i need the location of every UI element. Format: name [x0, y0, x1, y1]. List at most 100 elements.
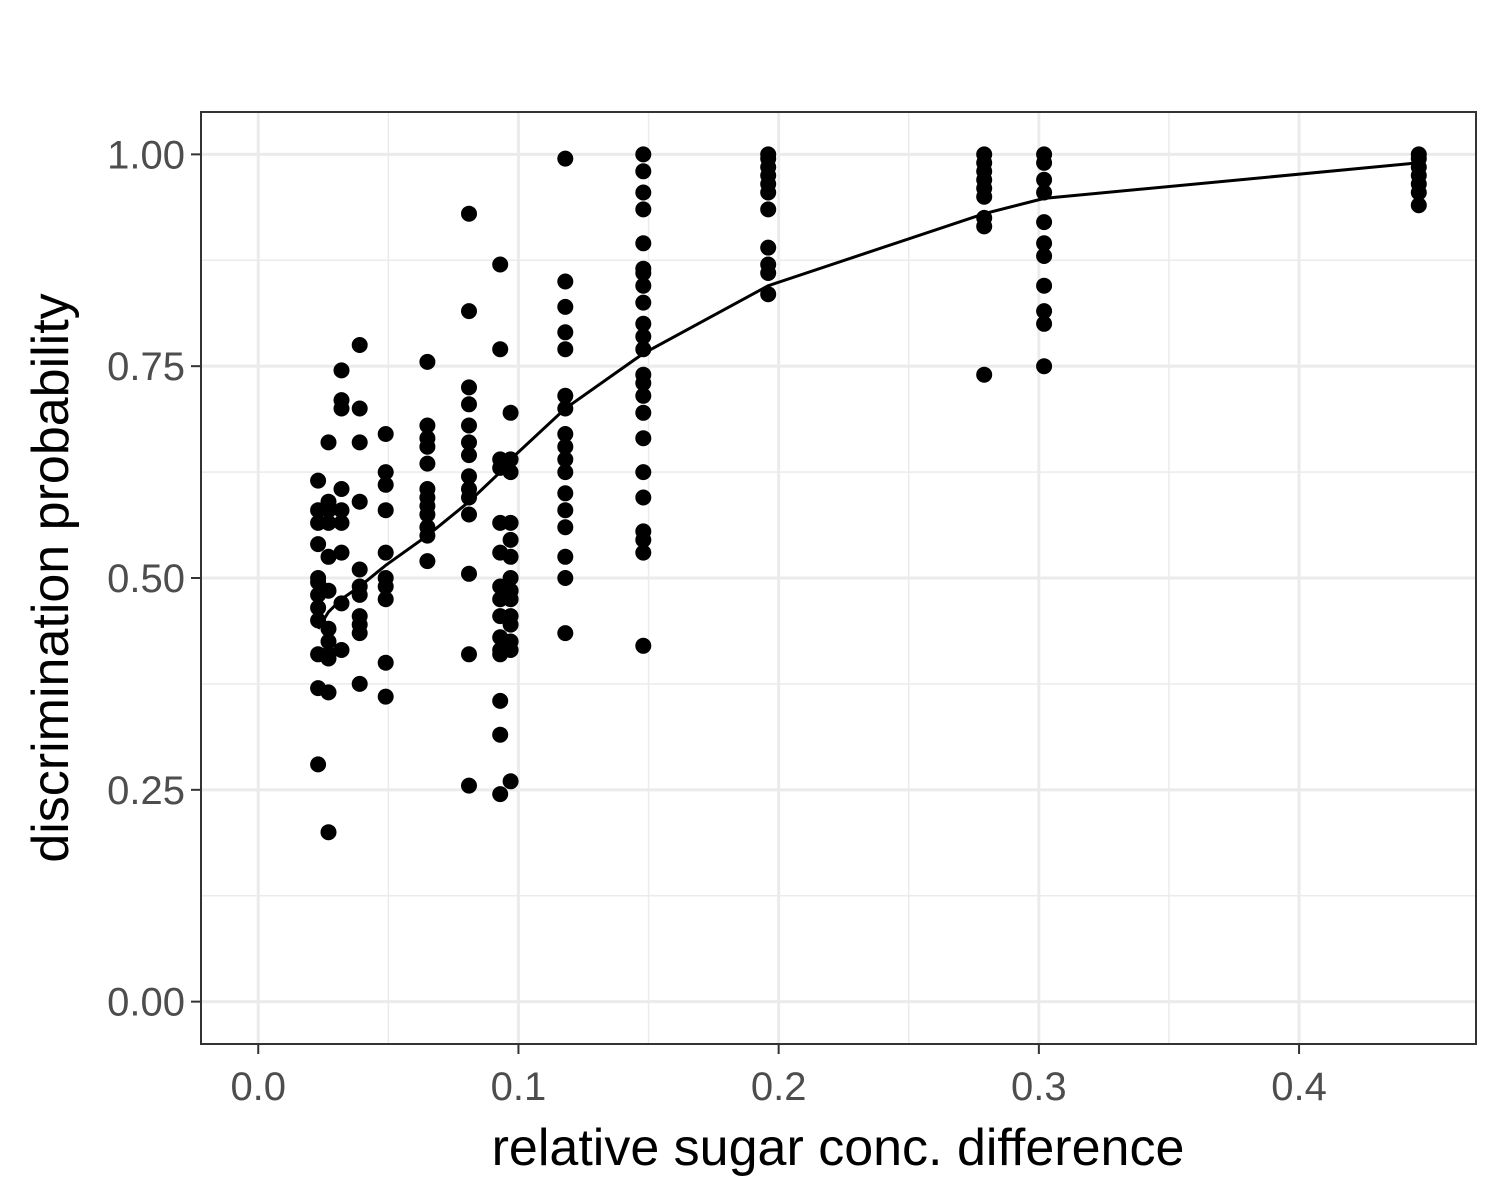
data-point — [635, 328, 652, 345]
data-point — [635, 163, 652, 180]
data-point — [557, 625, 574, 642]
data-point — [557, 485, 574, 502]
data-point — [320, 824, 337, 841]
data-point — [492, 786, 509, 803]
data-point — [635, 235, 652, 252]
data-point — [1036, 235, 1053, 252]
data-point — [419, 417, 436, 434]
grid — [201, 112, 1476, 1044]
fit-line — [316, 161, 1419, 630]
data-point — [1036, 248, 1053, 264]
data-point — [461, 303, 477, 320]
data-point — [760, 146, 777, 163]
data-point — [1036, 146, 1053, 163]
data-point — [635, 201, 652, 218]
y-tick-label: 0.75 — [107, 345, 185, 389]
data-point — [635, 260, 652, 277]
y-tick-label: 1.00 — [107, 133, 185, 177]
data-point — [1410, 146, 1427, 163]
data-point — [557, 548, 574, 565]
data-point — [760, 286, 777, 303]
data-point — [333, 514, 350, 531]
data-point — [320, 582, 337, 599]
data-point — [635, 315, 652, 332]
data-point — [351, 400, 368, 417]
data-point — [377, 476, 394, 493]
data-point — [976, 209, 993, 226]
data-point — [635, 277, 652, 294]
data-point — [502, 451, 519, 468]
data-point — [635, 404, 652, 421]
data-point — [310, 570, 327, 586]
data-point — [461, 468, 477, 485]
data-point — [635, 387, 652, 404]
x-tick-label: 0.2 — [751, 1065, 807, 1109]
data-point — [1036, 277, 1053, 294]
data-point — [502, 570, 519, 586]
data-point — [351, 675, 368, 692]
data-point — [377, 654, 394, 671]
data-point — [557, 570, 574, 586]
data-point — [635, 341, 652, 358]
data-point — [351, 608, 368, 625]
data-point — [419, 481, 436, 497]
data-point — [320, 548, 337, 565]
data-point — [310, 472, 327, 489]
data-point — [461, 434, 477, 451]
data-point — [333, 502, 350, 519]
data-point — [557, 341, 574, 358]
data-point — [461, 777, 477, 794]
data-point — [461, 565, 477, 582]
data-point — [461, 379, 477, 396]
data-point — [557, 426, 574, 442]
data-point — [419, 553, 436, 570]
data-point — [310, 599, 327, 616]
data-point — [1410, 197, 1427, 214]
data-point — [557, 519, 574, 536]
data-point — [557, 298, 574, 315]
data-point — [557, 324, 574, 341]
data-point — [333, 642, 350, 658]
data-point — [320, 493, 337, 510]
data-point — [635, 430, 652, 447]
data-point — [635, 464, 652, 481]
data-point — [461, 205, 477, 222]
data-point — [351, 493, 368, 510]
data-point — [502, 582, 519, 599]
data-point — [320, 633, 337, 650]
y-axis: 0.00 0.25 0.50 0.75 1.00 — [107, 133, 201, 1025]
data-point — [461, 396, 477, 413]
data-point — [635, 637, 652, 654]
data-point — [976, 146, 993, 163]
data-point — [320, 620, 337, 637]
data-point — [461, 481, 477, 497]
data-point — [557, 400, 574, 417]
data-point — [310, 536, 327, 553]
x-axis-title: relative sugar conc. difference — [492, 1119, 1185, 1177]
fit-line-layer — [316, 161, 1419, 630]
data-point — [502, 514, 519, 531]
x-tick-label: 0.4 — [1271, 1065, 1327, 1109]
data-point — [320, 514, 337, 531]
data-point — [333, 392, 350, 409]
data-point — [976, 366, 993, 383]
data-point — [1036, 171, 1053, 188]
data-point — [461, 417, 477, 434]
x-tick-label: 0.0 — [230, 1065, 286, 1109]
data-point — [492, 692, 509, 709]
data-point — [461, 506, 477, 523]
data-point — [502, 531, 519, 548]
data-point — [377, 570, 394, 586]
data-point — [377, 688, 394, 705]
data-point — [635, 544, 652, 561]
data-point — [557, 451, 574, 468]
data-point — [461, 646, 477, 663]
data-point — [320, 684, 337, 701]
data-point — [320, 434, 337, 451]
data-point — [502, 548, 519, 565]
data-point — [419, 430, 436, 447]
data-point — [419, 519, 436, 536]
data-point — [760, 201, 777, 218]
